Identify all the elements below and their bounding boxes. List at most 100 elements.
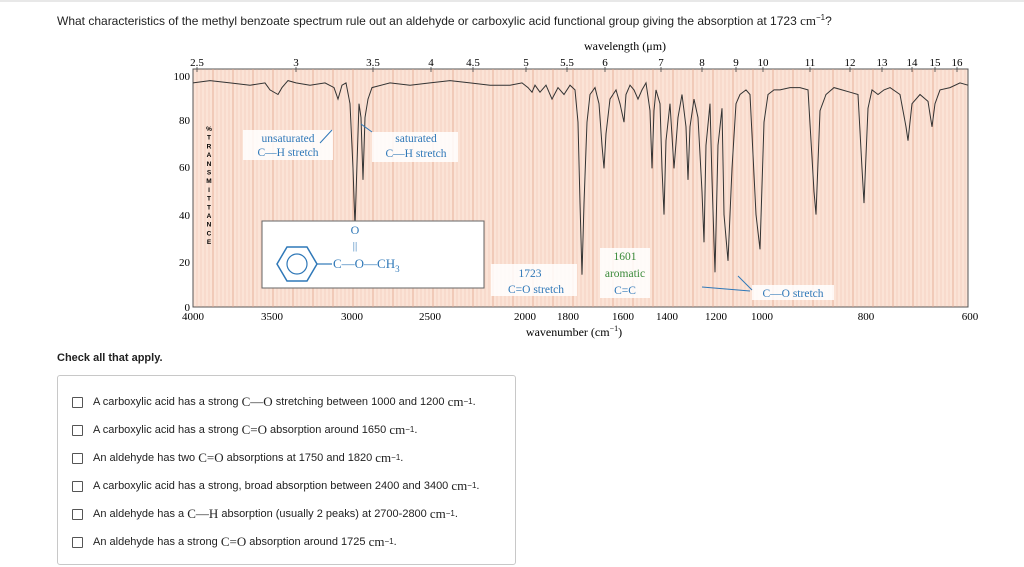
option-5-formula: C—H: [187, 506, 219, 521]
option-4-checkbox[interactable]: [72, 480, 83, 492]
annotation-unsaturated: unsaturated: [261, 133, 314, 145]
co-label-bg: [491, 264, 577, 296]
wavenumber-tick-label: 600: [962, 311, 979, 323]
option-2-checkbox[interactable]: [72, 424, 83, 436]
transmittance-letter: M: [206, 178, 211, 185]
wavenumber-title-end: ): [618, 325, 622, 339]
question-unit: cm: [800, 13, 816, 28]
cc-label-bg: [600, 248, 650, 298]
spectrum-annotations: unsaturated C—H stretch saturated C—H st…: [243, 123, 834, 300]
option-6[interactable]: An aldehyde has a strong C=O absorption …: [72, 534, 397, 550]
option-5-post: absorption (usually 2 peaks) at 2700-280…: [221, 508, 427, 520]
wavelength-tick-label: 4.5: [466, 57, 480, 69]
option-2-formula: C=O: [241, 422, 267, 437]
question-body: What characteristics of the methyl benzo…: [57, 14, 797, 28]
question-unit-exp: −1: [816, 13, 826, 22]
wavelength-tick-labels: 2.5 3 3.5 4 4.5 5 5.5 6 7 8 9 10 11 12 13 14 15 16: [190, 57, 963, 72]
annotation-saturated: saturated: [395, 133, 437, 145]
transmittance-letter: N: [207, 161, 212, 168]
transmittance-letter: N: [207, 222, 212, 229]
ir-spectrum-figure: wavelength (μm) 2.5 3 3.5 4 4.5 5 5.5 6 7 8 9 10 11 1…: [174, 39, 979, 339]
option-1-checkbox[interactable]: [72, 396, 83, 408]
option-4-end: .: [476, 480, 480, 492]
option-3-checkbox[interactable]: [72, 452, 83, 464]
y-tick-label: 100: [174, 71, 191, 83]
wavelength-tick-label: 8: [699, 57, 705, 69]
option-3-pre: An aldehyde has two: [93, 452, 196, 464]
option-1[interactable]: A carboxylic acid has a strong C—O stret…: [72, 394, 476, 410]
annotation-1601: 1601: [614, 251, 637, 263]
wavelength-tick-label: 2.5: [190, 57, 204, 69]
annotation-saturated-ch: C—H stretch: [385, 148, 446, 160]
wavelength-tick-label: 7: [658, 57, 664, 69]
option-6-checkbox[interactable]: [72, 536, 83, 548]
answer-options-box: A carboxylic acid has a strong C—O stret…: [57, 375, 516, 565]
option-5-pre: An aldehyde has a: [93, 508, 185, 520]
wavenumber-tick-label: 1400: [656, 311, 679, 323]
option-5-end: .: [454, 508, 458, 520]
option-6-unit: cm: [368, 534, 385, 549]
transmittance-letter: T: [207, 135, 211, 142]
annotation-co-stretch: C=O stretch: [508, 284, 564, 296]
option-5-checkbox[interactable]: [72, 508, 83, 520]
option-2-end: .: [414, 424, 418, 436]
y-tick-labels: 100 80 60 40 20 0: [174, 71, 191, 314]
y-tick-label: 20: [179, 257, 191, 269]
option-1-formula: C—O: [241, 394, 273, 409]
option-2-post: absorption around 1650: [270, 424, 387, 436]
question-text: What characteristics of the methyl benzo…: [57, 13, 832, 29]
question-end: ?: [825, 14, 832, 28]
option-5[interactable]: An aldehyde has a C—H absorption (usuall…: [72, 506, 458, 522]
transmittance-letter: S: [207, 170, 212, 177]
wavelength-tick-label: 6: [602, 57, 608, 69]
option-1-pre: A carboxylic acid has a strong: [93, 396, 239, 408]
wavenumber-title-exp: −1: [610, 324, 619, 333]
wavelength-tick-label: 5: [523, 57, 529, 69]
wavenumber-tick-label: 1600: [612, 311, 635, 323]
option-5-unit: cm: [429, 506, 446, 521]
wavenumber-tick-label: 2000: [514, 311, 537, 323]
transmittance-letter: A: [207, 152, 212, 159]
annotation-unsaturated-ch: C—H stretch: [257, 147, 318, 159]
option-2[interactable]: A carboxylic acid has a strong C=O absor…: [72, 422, 417, 438]
sat-label-bg: [372, 132, 458, 162]
option-1-post: stretching between 1000 and 1200: [275, 396, 445, 408]
cost-pointer-1: [701, 286, 751, 292]
y-tick-label: 60: [179, 162, 191, 174]
benzene-ring: [276, 246, 318, 282]
annotation-1723: 1723: [519, 268, 542, 280]
wavelength-tick-label: 4: [428, 57, 434, 69]
cost-label-bg: [752, 285, 834, 300]
option-4[interactable]: A carboxylic acid has a strong, broad ab…: [72, 478, 479, 494]
wavenumber-tick-label: 1800: [557, 311, 580, 323]
option-3-unit: cm: [375, 450, 392, 465]
wavenumber-tick-label: 2500: [419, 311, 442, 323]
wavenumber-tick-labels: 4000 3500 3000 2500 2000 1800 1600 1400 1200 1000…: [182, 311, 979, 323]
option-3-post: absorptions at 1750 and 1820: [226, 452, 373, 464]
methyl-benzoate-structure: O || C—O—CH3: [261, 220, 485, 289]
transmittance-letter: A: [207, 213, 212, 220]
wavenumber-tick-label: 1200: [705, 311, 728, 323]
wavelength-tick-label: 9: [733, 57, 739, 69]
option-3-end: .: [400, 452, 404, 464]
wavelength-tick-label: 11: [805, 57, 816, 69]
wavelength-tick-label: 15: [930, 57, 942, 69]
spectrum-trace: [192, 80, 969, 275]
option-6-pre: An aldehyde has a strong: [93, 536, 218, 548]
wavelength-tick-label: 12: [845, 57, 856, 69]
option-6-formula: C=O: [220, 534, 247, 549]
carbonyl-oxygen: O: [351, 223, 360, 237]
wavenumber-title-text: wavenumber (cm: [526, 325, 610, 339]
option-3[interactable]: An aldehyde has two C=O absorptions at 1…: [72, 450, 403, 466]
ester-chain-sub: 3: [395, 264, 400, 274]
sat-pointer: [360, 123, 373, 133]
carbonyl-double-bond: ||: [353, 240, 357, 252]
option-3-formula: C=O: [198, 450, 224, 465]
transmittance-letter: T: [207, 204, 211, 211]
wavelength-tick-label: 3.5: [366, 57, 380, 69]
option-2-unit: cm: [389, 422, 406, 437]
cost-pointer-2: [737, 275, 753, 291]
wavelength-axis-title: wavelength (μm): [584, 39, 666, 53]
transmittance-letter: C: [207, 230, 212, 237]
